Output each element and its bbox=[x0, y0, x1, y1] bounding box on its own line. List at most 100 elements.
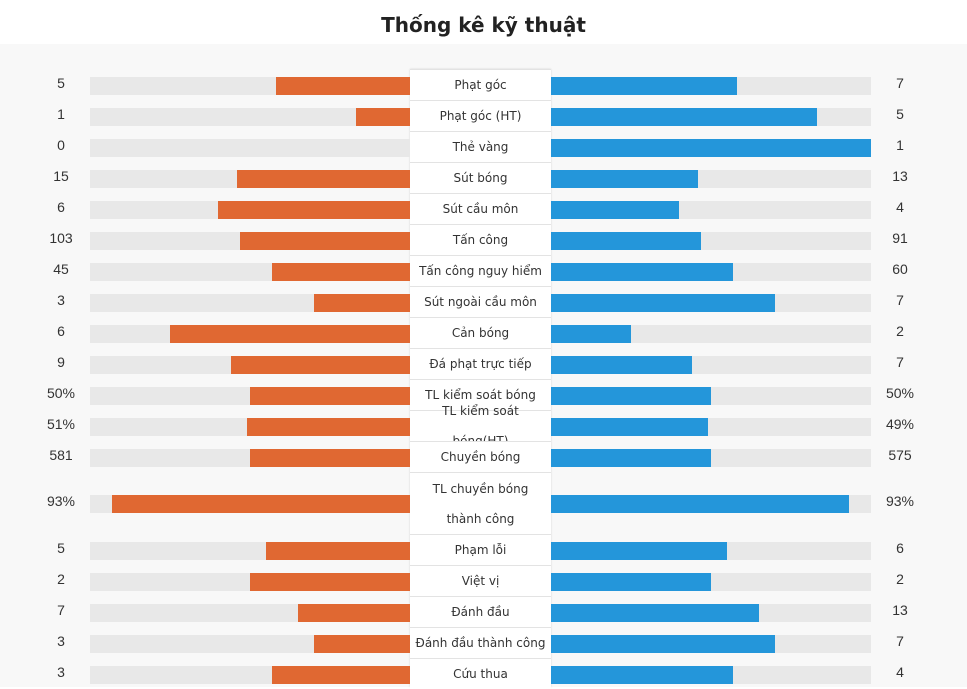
away-value: 2 bbox=[896, 323, 904, 339]
away-bar bbox=[551, 495, 849, 513]
stat-label: Đánh đầu thành công bbox=[410, 627, 551, 658]
away-track bbox=[551, 325, 871, 343]
home-bar bbox=[250, 387, 410, 405]
home-track bbox=[90, 449, 410, 467]
away-value: 4 bbox=[896, 664, 904, 680]
home-value: 2 bbox=[57, 571, 65, 587]
home-bar bbox=[218, 201, 410, 219]
home-track bbox=[90, 263, 410, 281]
home-value: 5 bbox=[57, 540, 65, 556]
away-value: 6 bbox=[896, 540, 904, 556]
home-value: 9 bbox=[57, 354, 65, 370]
home-bar bbox=[237, 170, 410, 188]
away-bar bbox=[551, 139, 871, 157]
away-track bbox=[551, 356, 871, 374]
away-value: 1 bbox=[896, 137, 904, 153]
stat-row: 3 Sút ngoài cầu môn 7 bbox=[0, 286, 967, 317]
home-bar bbox=[314, 294, 410, 312]
home-value: 6 bbox=[57, 199, 65, 215]
stat-row: 45 Tấn công nguy hiểm 60 bbox=[0, 255, 967, 286]
away-bar bbox=[551, 418, 708, 436]
home-value: 0 bbox=[57, 137, 65, 153]
home-value: 581 bbox=[49, 447, 73, 463]
away-track bbox=[551, 201, 871, 219]
away-bar bbox=[551, 542, 727, 560]
home-track bbox=[90, 604, 410, 622]
stat-row: 6 Sút cầu môn 4 bbox=[0, 193, 967, 224]
home-bar bbox=[272, 263, 410, 281]
home-value: 15 bbox=[53, 168, 69, 184]
stat-row: 5 Phạt góc 7 bbox=[0, 69, 967, 100]
home-value: 51% bbox=[46, 416, 76, 432]
stat-label: Phạt góc bbox=[410, 69, 551, 100]
home-value: 50% bbox=[46, 385, 76, 401]
stat-label: TL kiểm soát bóng(HT) bbox=[410, 404, 551, 448]
away-track bbox=[551, 542, 871, 560]
away-value: 5 bbox=[896, 106, 904, 122]
home-bar bbox=[272, 666, 410, 684]
away-track bbox=[551, 139, 871, 157]
home-value: 3 bbox=[57, 664, 65, 680]
away-value: 7 bbox=[896, 633, 904, 649]
away-bar bbox=[551, 201, 679, 219]
stat-row: 6 Cản bóng 2 bbox=[0, 317, 967, 348]
away-track bbox=[551, 387, 871, 405]
stat-label: Chuyền bóng bbox=[410, 441, 551, 472]
home-value: 3 bbox=[57, 292, 65, 308]
home-bar bbox=[250, 573, 410, 591]
home-bar bbox=[276, 77, 410, 95]
away-track bbox=[551, 635, 871, 653]
home-track bbox=[90, 170, 410, 188]
away-value: 575 bbox=[888, 447, 912, 463]
home-track bbox=[90, 325, 410, 343]
stat-label: Tấn công bbox=[410, 224, 551, 255]
stat-label: Thẻ vàng bbox=[410, 131, 551, 162]
stat-row: 50% TL kiểm soát bóng 50% bbox=[0, 379, 967, 410]
page-title: Thống kê kỹ thuật bbox=[0, 0, 967, 44]
home-track bbox=[90, 294, 410, 312]
stat-label: Đánh đầu bbox=[410, 596, 551, 627]
home-track bbox=[90, 108, 410, 126]
home-track bbox=[90, 666, 410, 684]
away-value: 60 bbox=[892, 261, 908, 277]
home-track bbox=[90, 573, 410, 591]
away-bar bbox=[551, 604, 759, 622]
away-track bbox=[551, 604, 871, 622]
away-track bbox=[551, 418, 871, 436]
stat-label: Sút ngoài cầu môn bbox=[410, 286, 551, 317]
stat-label: Cứu thua bbox=[410, 658, 551, 689]
away-value: 13 bbox=[892, 168, 908, 184]
stat-row: 93% TL chuyền bóng thành công 93% bbox=[0, 472, 967, 534]
home-value: 45 bbox=[53, 261, 69, 277]
stat-row: 0 Thẻ vàng 1 bbox=[0, 131, 967, 162]
home-value: 6 bbox=[57, 323, 65, 339]
home-bar bbox=[231, 356, 410, 374]
away-track bbox=[551, 666, 871, 684]
away-bar bbox=[551, 325, 631, 343]
away-bar bbox=[551, 635, 775, 653]
home-bar bbox=[298, 604, 410, 622]
away-value: 13 bbox=[892, 602, 908, 618]
stat-row: 3 Cứu thua 4 bbox=[0, 658, 967, 689]
away-value: 7 bbox=[896, 354, 904, 370]
away-value: 50% bbox=[885, 385, 915, 401]
home-bar bbox=[314, 635, 410, 653]
away-bar bbox=[551, 170, 698, 188]
home-track bbox=[90, 542, 410, 560]
away-value: 7 bbox=[896, 292, 904, 308]
stat-row: 9 Đá phạt trực tiếp 7 bbox=[0, 348, 967, 379]
away-bar bbox=[551, 387, 711, 405]
away-track bbox=[551, 170, 871, 188]
away-bar bbox=[551, 449, 711, 467]
home-track bbox=[90, 387, 410, 405]
home-track bbox=[90, 495, 410, 513]
away-bar bbox=[551, 77, 737, 95]
home-track bbox=[90, 232, 410, 250]
stat-label: Đá phạt trực tiếp bbox=[410, 348, 551, 379]
home-bar bbox=[356, 108, 410, 126]
away-track bbox=[551, 77, 871, 95]
away-bar bbox=[551, 294, 775, 312]
away-value: 49% bbox=[885, 416, 915, 432]
stat-label: Sút bóng bbox=[410, 162, 551, 193]
away-bar bbox=[551, 666, 733, 684]
